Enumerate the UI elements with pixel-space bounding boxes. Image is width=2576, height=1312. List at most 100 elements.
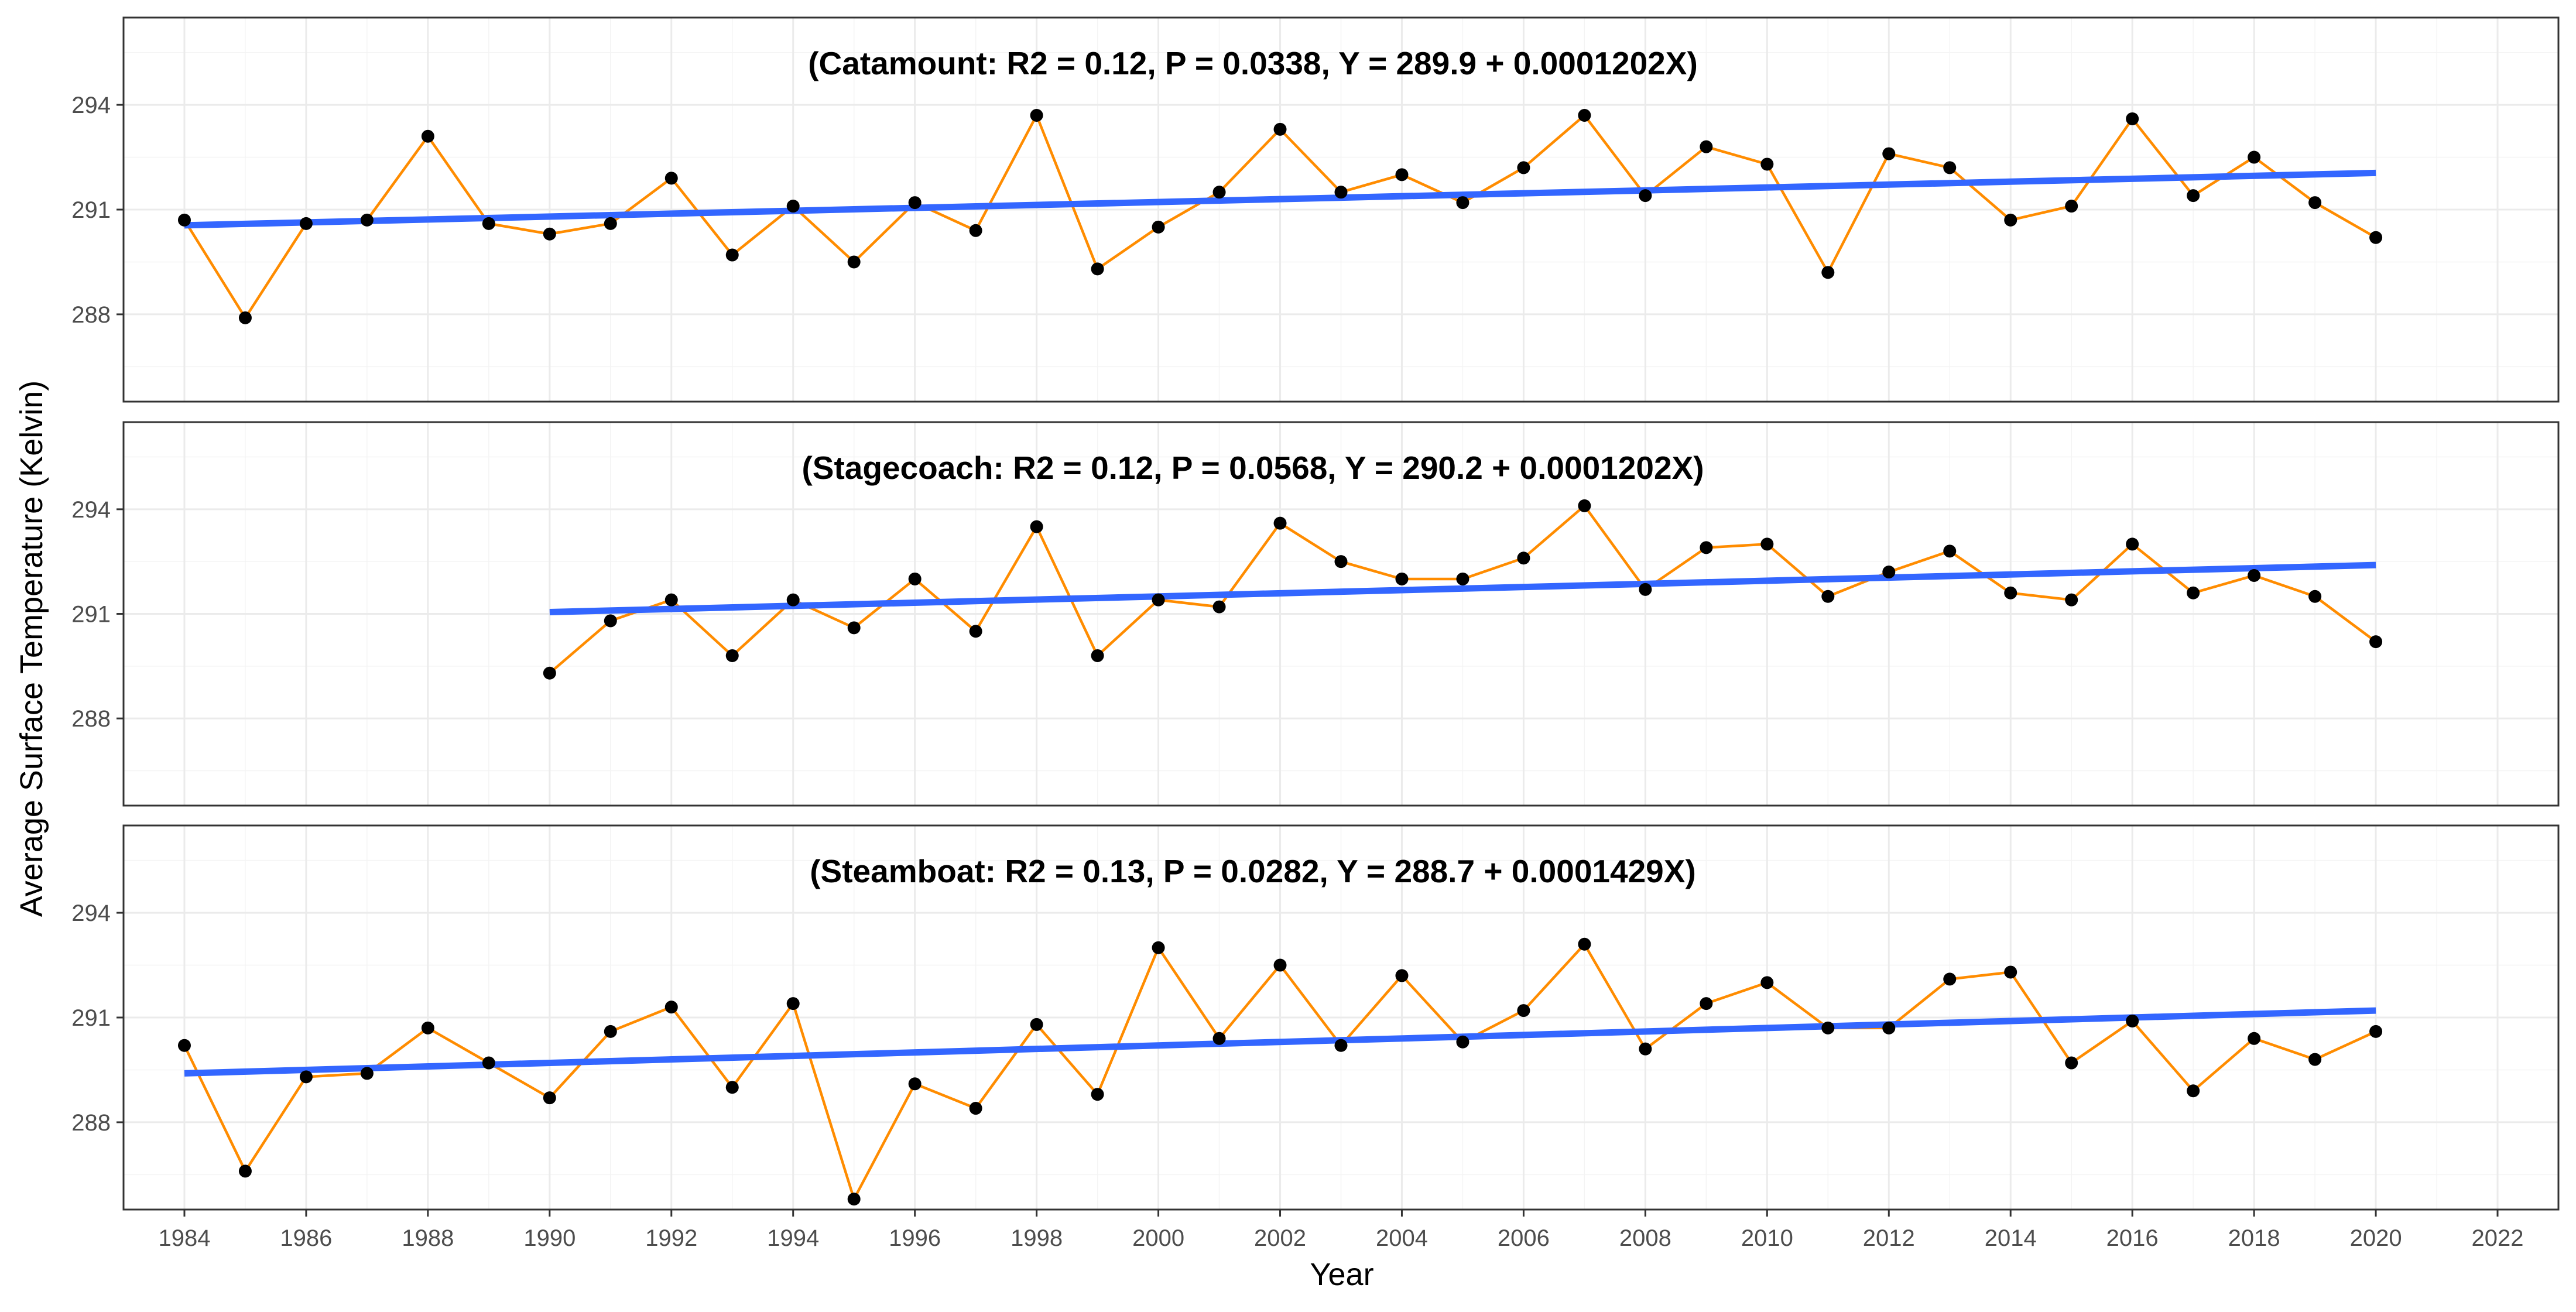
panel-title: (Steamboat: R2 = 0.13, P = 0.0282, Y = 2… [810, 853, 1696, 889]
data-point [786, 593, 800, 607]
x-tick-label: 1990 [523, 1225, 576, 1251]
data-point [725, 1081, 739, 1094]
data-point [604, 217, 617, 230]
data-point [786, 200, 800, 213]
data-point [2065, 593, 2078, 607]
data-point [1334, 186, 1348, 199]
data-point [2065, 1056, 2078, 1070]
x-tick-label: 2002 [1254, 1225, 1306, 1251]
data-point [421, 129, 434, 143]
y-tick-label: 291 [71, 1005, 111, 1031]
data-point [2187, 1084, 2200, 1098]
data-point [1700, 997, 1713, 1010]
data-point [1882, 1021, 1896, 1034]
panel-border [122, 824, 2560, 1211]
y-tick-label: 294 [71, 93, 111, 118]
data-point [2065, 200, 2078, 213]
data-point [1456, 1035, 1469, 1049]
data-point [604, 614, 617, 628]
data-point [664, 1001, 678, 1014]
panel-3: 288 291 294 (Steamboat: R2 = 0.13, P = 0.02… [71, 824, 2560, 1211]
data-point [1517, 1004, 1530, 1018]
x-tick-label: 1988 [402, 1225, 454, 1251]
data-point [2004, 586, 2017, 600]
data-point [1152, 593, 1165, 607]
data-point [2248, 569, 2261, 582]
data-point [1152, 220, 1165, 234]
data-point [482, 1056, 495, 1070]
y-tick-label: 288 [71, 1110, 111, 1136]
data-point [1760, 976, 1774, 989]
data-point [2308, 590, 2322, 603]
data-point [1943, 544, 1957, 558]
y-axis-title: Average Surface Temperature (Kelvin) [14, 381, 49, 917]
data-point [1456, 196, 1469, 210]
panel-title: (Stagecoach: R2 = 0.12, P = 0.0568, Y = … [801, 450, 1704, 486]
x-tick-label: 1986 [280, 1225, 332, 1251]
data-point [543, 666, 556, 680]
panel-title: (Catamount: R2 = 0.12, P = 0.0338, Y = 2… [808, 45, 1698, 81]
x-tick-label: 2010 [1741, 1225, 1793, 1251]
data-point [1760, 157, 1774, 171]
data-point [1639, 1042, 1652, 1056]
data-point [725, 248, 739, 262]
data-point [1578, 937, 1591, 951]
y-tick-label: 288 [71, 706, 111, 732]
data-point [847, 621, 861, 635]
data-point [2126, 537, 2139, 551]
data-point [2369, 635, 2383, 649]
x-tick-label: 2004 [1376, 1225, 1428, 1251]
data-point [360, 213, 374, 227]
data-point [1700, 541, 1713, 554]
data-point [177, 213, 191, 227]
y-tick-label: 291 [71, 197, 111, 223]
data-point [1030, 520, 1043, 533]
y-tick-label: 291 [71, 602, 111, 628]
data-point [421, 1021, 434, 1034]
data-point [1943, 161, 1957, 174]
data-point [1760, 537, 1774, 551]
data-point [1578, 108, 1591, 122]
x-tick-label: 1998 [1010, 1225, 1063, 1251]
trend-line [549, 561, 2376, 616]
data-point [908, 1077, 922, 1091]
data-point [1212, 1032, 1226, 1045]
data-point [969, 625, 982, 638]
data-point [1030, 108, 1043, 122]
data-point [1395, 969, 1409, 982]
data-point [2187, 586, 2200, 600]
trend-line [184, 169, 2376, 229]
data-point [1456, 572, 1469, 585]
data-point [1882, 566, 1896, 579]
data-point [238, 311, 252, 324]
data-point [177, 1039, 191, 1052]
data-point [847, 255, 861, 269]
x-tick-label: 2008 [1619, 1225, 1671, 1251]
data-point [1639, 583, 1652, 596]
data-point [360, 1067, 374, 1080]
data-point [543, 227, 556, 241]
panel-border [122, 421, 2560, 807]
data-point [2004, 965, 2017, 979]
x-tick-label: 2000 [1132, 1225, 1184, 1251]
data-point [969, 224, 982, 237]
data-point [2248, 1032, 2261, 1045]
data-point [1091, 1088, 1104, 1101]
y-tick-label: 294 [71, 497, 111, 523]
data-point [1212, 600, 1226, 614]
data-point [1700, 140, 1713, 153]
data-point [2308, 196, 2322, 210]
data-point [1943, 972, 1957, 986]
trend-line [184, 1007, 2376, 1077]
x-tick-label: 1984 [158, 1225, 210, 1251]
data-point [1821, 1021, 1835, 1034]
data-point [664, 172, 678, 185]
x-tick-label: 1992 [645, 1225, 697, 1251]
panels-layer: 288 291 294 (Catamount: R2 = 0.12, P = 0.03… [71, 16, 2560, 1211]
data-point [1395, 168, 1409, 181]
x-tick-label: 2020 [2350, 1225, 2402, 1251]
data-point [1821, 266, 1835, 279]
data-point [1395, 572, 1409, 585]
data-point [725, 649, 739, 662]
